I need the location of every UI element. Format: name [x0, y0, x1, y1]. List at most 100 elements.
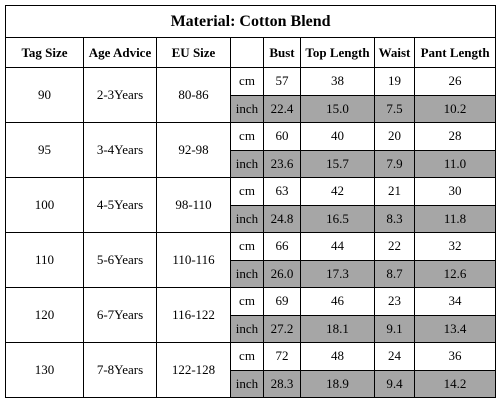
header-cell: Pant Length: [413, 37, 497, 68]
measure: 8.7: [374, 259, 415, 288]
age-advice: 2-3Years: [83, 67, 157, 123]
data-row: inch 26.0 17.3 8.7 12.6: [6, 259, 497, 288]
unit: inch: [230, 94, 264, 123]
measure: 34: [413, 287, 497, 316]
age-advice: 4-5Years: [83, 177, 157, 233]
eu-size: 80-86: [156, 67, 231, 123]
measure: 42: [300, 177, 375, 206]
data-row: inch 24.8 16.5 8.3 11.8: [6, 204, 497, 233]
data-row: 130 7-8Years 122-128 cm 72 48 24 36: [5, 342, 497, 398]
eu-size: 110-116: [156, 232, 231, 288]
size-table: Material: Cotton Blend Tag Size Age Advic…: [4, 5, 497, 398]
measure: 18.9: [300, 369, 375, 398]
measure: 21: [374, 177, 415, 206]
data-row: inch 23.6 15.7 7.9 11.0: [6, 149, 497, 178]
header-cell: Top Length: [300, 37, 375, 68]
tag-size: 120: [5, 287, 84, 343]
tag-size: 100: [5, 177, 84, 233]
tag-size: 110: [5, 232, 84, 288]
unit: inch: [230, 149, 264, 178]
tag-size: 95: [5, 122, 84, 178]
unit: cm: [230, 287, 264, 316]
measure: 9.1: [374, 314, 415, 343]
header-cell: Waist: [374, 37, 415, 68]
tag-size: 90: [5, 67, 84, 123]
measure: 22.4: [263, 94, 301, 123]
measure: 10.2: [413, 94, 497, 123]
header-cell: EU Size: [156, 37, 231, 68]
measure: 23.6: [263, 149, 301, 178]
table-title: Material: Cotton Blend: [4, 5, 497, 38]
measure: 28.3: [263, 369, 301, 398]
unit: inch: [230, 259, 264, 288]
unit: cm: [230, 122, 264, 151]
measure: 38: [300, 67, 375, 96]
measure: 7.9: [374, 149, 415, 178]
eu-size: 122-128: [156, 342, 231, 398]
measure: 46: [300, 287, 375, 316]
age-advice: 5-6Years: [83, 232, 157, 288]
measure: 30: [413, 177, 497, 206]
measure: 63: [263, 177, 301, 206]
measure: 11.8: [413, 204, 497, 233]
unit: inch: [230, 369, 264, 398]
data-row: inch 22.4 15.0 7.5 10.2: [6, 94, 497, 123]
data-row: 90 2-3Years 80-86 cm 57 38 19 26: [5, 67, 497, 123]
header-cell: Bust: [263, 37, 301, 68]
unit: inch: [230, 204, 264, 233]
measure: 28: [413, 122, 497, 151]
eu-size: 92-98: [156, 122, 231, 178]
data-row: 100 4-5Years 98-110 cm 63 42 21 30: [5, 177, 497, 233]
measure: 32: [413, 232, 497, 261]
measure: 14.2: [413, 369, 497, 398]
unit: cm: [230, 232, 264, 261]
measure: 18.1: [300, 314, 375, 343]
measure: 66: [263, 232, 301, 261]
data-row: 120 6-7Years 116-122 cm 69 46 23 34: [5, 287, 497, 343]
measure: 15.0: [300, 94, 375, 123]
unit: cm: [230, 342, 264, 371]
unit: cm: [230, 177, 264, 206]
measure: 27.2: [263, 314, 301, 343]
measure: 9.4: [374, 369, 415, 398]
header-cell-blank: [230, 37, 264, 68]
data-row: 95 3-4Years 92-98 cm 60 40 20 28: [5, 122, 497, 178]
measure: 8.3: [374, 204, 415, 233]
age-advice: 7-8Years: [83, 342, 157, 398]
measure: 15.7: [300, 149, 375, 178]
eu-size: 116-122: [156, 287, 231, 343]
measure: 44: [300, 232, 375, 261]
measure: 13.4: [413, 314, 497, 343]
measure: 36: [413, 342, 497, 371]
measure: 57: [263, 67, 301, 96]
measure: 26: [413, 67, 497, 96]
header-cell: Age Advice: [83, 37, 157, 68]
measure: 7.5: [374, 94, 415, 123]
unit: inch: [230, 314, 264, 343]
header-row: Tag Size Age Advice EU Size Bust Top Length W…: [5, 37, 497, 68]
data-row: 110 5-6Years 110-116 cm 66 44 22 32: [5, 232, 497, 288]
title-row: Material: Cotton Blend: [4, 5, 497, 38]
measure: 12.6: [413, 259, 497, 288]
measure: 60: [263, 122, 301, 151]
measure: 20: [374, 122, 415, 151]
measure: 48: [300, 342, 375, 371]
measure: 69: [263, 287, 301, 316]
measure: 40: [300, 122, 375, 151]
measure: 24.8: [263, 204, 301, 233]
measure: 16.5: [300, 204, 375, 233]
measure: 23: [374, 287, 415, 316]
age-advice: 6-7Years: [83, 287, 157, 343]
measure: 19: [374, 67, 415, 96]
data-row: inch 28.3 18.9 9.4 14.2: [6, 369, 497, 398]
data-row: inch 27.2 18.1 9.1 13.4: [6, 314, 497, 343]
age-advice: 3-4Years: [83, 122, 157, 178]
measure: 11.0: [413, 149, 497, 178]
unit: cm: [230, 67, 264, 96]
measure: 17.3: [300, 259, 375, 288]
header-cell: Tag Size: [5, 37, 84, 68]
measure: 24: [374, 342, 415, 371]
tag-size: 130: [5, 342, 84, 398]
measure: 22: [374, 232, 415, 261]
eu-size: 98-110: [156, 177, 231, 233]
